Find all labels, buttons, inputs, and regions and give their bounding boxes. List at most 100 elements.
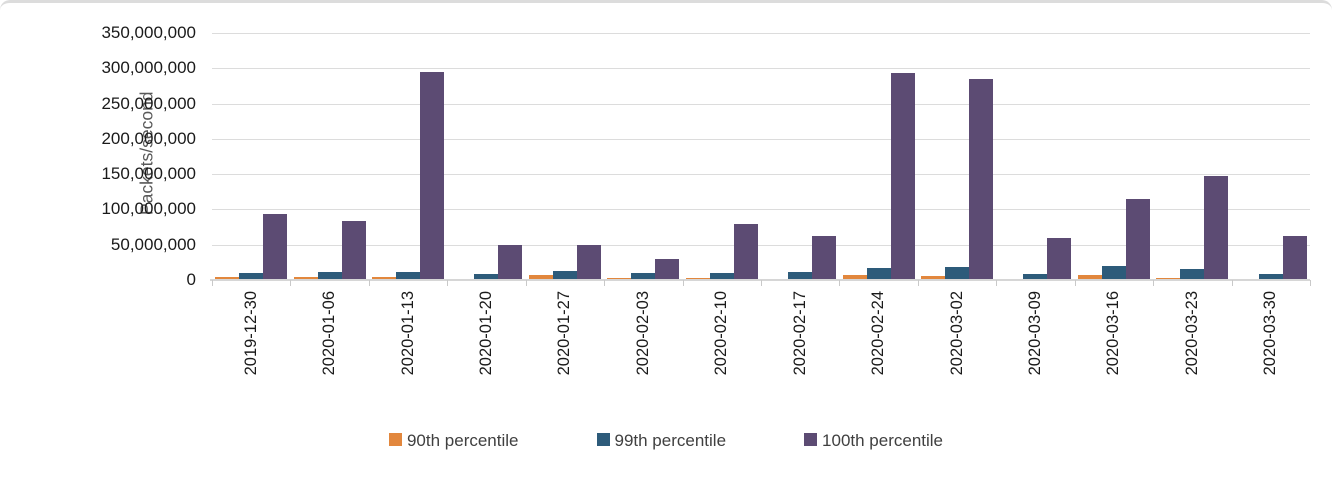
bar-99th-percentile xyxy=(866,268,891,280)
x-axis-tick-mark xyxy=(1310,280,1311,286)
x-axis-label: 2020-01-13 xyxy=(369,291,447,413)
x-axis-tick-mark xyxy=(683,280,684,286)
y-axis-tick-label: 200,000,000 xyxy=(101,128,196,148)
x-axis-tick-mark xyxy=(290,280,291,286)
y-axis-tick-label: 350,000,000 xyxy=(101,23,196,42)
bar-90th-percentile xyxy=(842,275,867,280)
x-axis-tick-mark xyxy=(761,280,762,286)
bar-90th-percentile xyxy=(921,276,946,280)
x-axis-label-text: 2020-02-17 xyxy=(790,291,809,376)
x-axis-label: 2020-01-27 xyxy=(526,291,604,413)
y-axis-tick-label: 50,000,000 xyxy=(110,234,196,254)
legend-swatch-99th-percentile xyxy=(596,433,610,446)
bar-90th-percentile xyxy=(215,277,240,280)
bar-90th-percentile xyxy=(528,275,553,280)
x-axis-tick-mark xyxy=(212,280,213,286)
bar-100th-percentile xyxy=(498,245,523,280)
bar-90th-percentile xyxy=(1077,275,1102,280)
legend-label: 100th percentile xyxy=(822,431,944,450)
bar-99th-percentile xyxy=(552,271,577,280)
y-axis-tick-label: 250,000,000 xyxy=(101,93,196,113)
x-axis-tick-mark xyxy=(604,280,605,286)
bar-100th-percentile xyxy=(1282,236,1307,280)
x-axis-tick-mark xyxy=(839,280,840,286)
bar-100th-percentile xyxy=(1204,176,1229,280)
legend-item-100th-percentile: 100th percentile xyxy=(804,431,943,450)
y-axis-tick-label: 100,000,000 xyxy=(101,199,196,219)
x-axis-label: 2020-03-23 xyxy=(1153,291,1231,413)
legend-label: 99th percentile xyxy=(614,431,727,450)
x-axis-label: 2020-03-09 xyxy=(996,291,1074,413)
x-axis-tick-mark xyxy=(447,280,448,286)
bar-99th-percentile xyxy=(474,274,499,280)
x-axis-label: 2020-02-10 xyxy=(683,291,761,413)
gridline xyxy=(212,174,1310,176)
bar-100th-percentile xyxy=(733,224,758,280)
x-axis-label: 2020-02-17 xyxy=(761,291,839,413)
x-axis-tick-mark xyxy=(1153,280,1154,286)
bar-100th-percentile xyxy=(1047,238,1072,280)
x-axis-label: 2020-03-02 xyxy=(918,291,996,413)
x-axis-label-text: 2020-02-10 xyxy=(712,291,731,376)
bar-100th-percentile xyxy=(1125,199,1150,280)
bar-90th-percentile xyxy=(293,277,318,280)
x-axis-label-text: 2020-01-27 xyxy=(555,291,574,376)
x-axis-label-text: 2020-02-24 xyxy=(869,291,888,376)
bar-99th-percentile xyxy=(1101,266,1126,280)
legend-swatch-90th-percentile xyxy=(388,433,402,446)
bar-100th-percentile xyxy=(341,221,366,280)
gridline xyxy=(212,103,1310,105)
y-axis-tick-label: 300,000,000 xyxy=(101,58,196,78)
gridline xyxy=(212,209,1310,211)
bar-100th-percentile xyxy=(812,236,837,280)
x-axis-label-text: 2020-03-02 xyxy=(947,291,966,376)
bar-99th-percentile xyxy=(1180,269,1205,280)
legend-item-99th-percentile: 99th percentile xyxy=(596,431,727,450)
bar-100th-percentile xyxy=(890,73,915,280)
gridline xyxy=(212,244,1310,246)
x-axis-tick-mark xyxy=(996,280,997,286)
bar-99th-percentile xyxy=(1258,274,1283,280)
x-axis-label: 2020-01-20 xyxy=(447,291,525,413)
bar-100th-percentile xyxy=(576,245,601,280)
bar-100th-percentile xyxy=(969,79,994,280)
bar-90th-percentile xyxy=(372,277,397,280)
gridline xyxy=(212,33,1310,34)
x-axis-label: 2019-12-30 xyxy=(212,291,290,413)
x-axis-tick-mark xyxy=(918,280,919,286)
x-axis-tick-mark xyxy=(1075,280,1076,286)
bar-99th-percentile xyxy=(317,272,342,280)
bar-99th-percentile xyxy=(788,272,813,280)
bar-99th-percentile xyxy=(631,273,656,280)
x-axis-label: 2020-03-30 xyxy=(1232,291,1310,413)
x-axis-label: 2020-03-16 xyxy=(1075,291,1153,413)
x-axis-label-text: 2020-03-23 xyxy=(1182,291,1201,376)
bar-99th-percentile xyxy=(396,272,421,280)
x-axis-label-text: 2020-03-09 xyxy=(1025,291,1044,376)
bar-100th-percentile xyxy=(420,72,445,280)
x-axis-label-text: 2020-01-06 xyxy=(320,291,339,376)
x-axis-line xyxy=(210,279,1310,281)
x-axis-tick-mark xyxy=(369,280,370,286)
bar-100th-percentile xyxy=(263,214,288,280)
gridline xyxy=(212,138,1310,140)
bar-99th-percentile xyxy=(945,267,970,280)
x-axis-label: 2020-02-03 xyxy=(604,291,682,413)
legend-swatch-100th-percentile xyxy=(804,433,818,446)
x-axis-label-text: 2019-12-30 xyxy=(241,291,260,376)
gridline xyxy=(212,68,1310,70)
x-axis-label-text: 2020-02-03 xyxy=(633,291,652,376)
x-axis-label: 2020-02-24 xyxy=(839,291,917,413)
x-axis-label-text: 2020-01-20 xyxy=(476,291,495,376)
bar-99th-percentile xyxy=(239,273,264,280)
packets-per-second-bar-chart: Packets/second 0 50,000,000 100,000,000 150… xyxy=(0,3,1332,478)
x-axis-tick-mark xyxy=(526,280,527,286)
x-axis-label-text: 2020-01-13 xyxy=(398,291,417,376)
x-axis-label: 2020-01-06 xyxy=(290,291,368,413)
bar-99th-percentile xyxy=(1023,274,1048,280)
x-axis-label-text: 2020-03-16 xyxy=(1104,291,1123,376)
y-axis-tick-label: 150,000,000 xyxy=(101,164,196,184)
bar-100th-percentile xyxy=(655,259,680,280)
legend-label: 90th percentile xyxy=(406,431,519,450)
